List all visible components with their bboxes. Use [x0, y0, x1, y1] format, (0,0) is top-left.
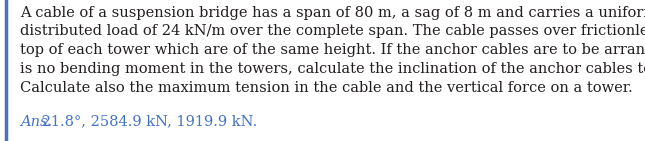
- Text: A cable of a suspension bridge has a span of 80 m, a sag of 8 m and carries a un: A cable of a suspension bridge has a spa…: [20, 5, 645, 95]
- Text: 21.8°, 2584.9 kN, 1919.9 kN.: 21.8°, 2584.9 kN, 1919.9 kN.: [37, 115, 257, 129]
- Text: Ans.: Ans.: [20, 115, 52, 129]
